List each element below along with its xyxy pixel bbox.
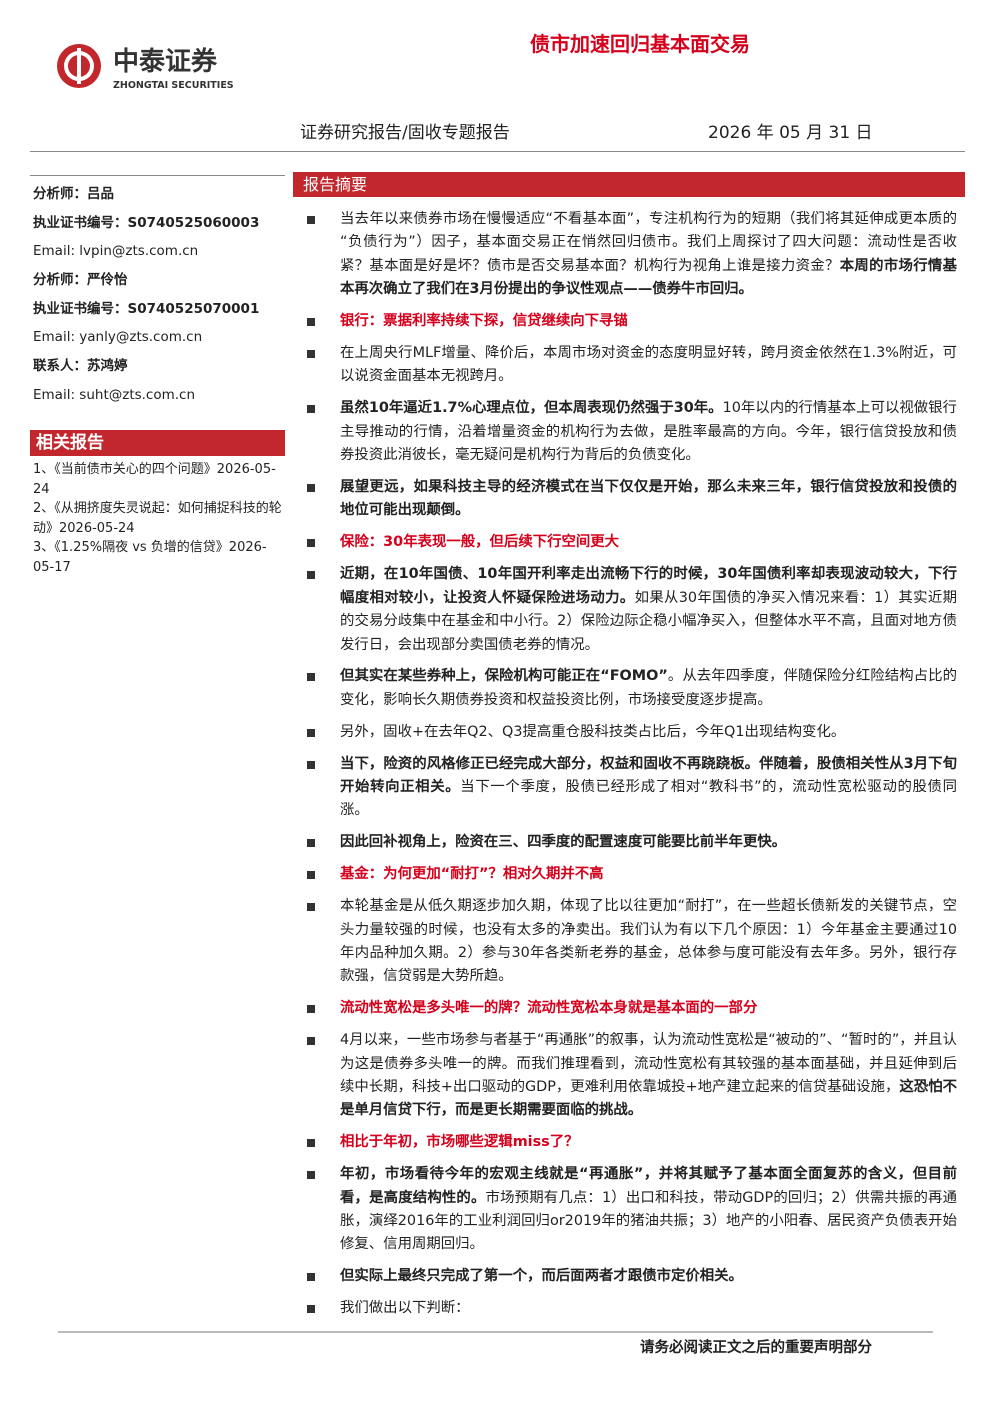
report-title: 债市加速回归基本面交易 — [530, 32, 750, 56]
summary: 当去年以来债券市场在慢慢适应“不看基本面”，专注机构行为的短期（我们将其延伸成更… — [305, 208, 957, 1329]
text-run: 本轮基金是从低久期逐步加久期，体现了比以往更加“耐打”，在一些超长债新发的关键节… — [340, 898, 957, 985]
contact: Email: yanly@zts.com.cn — [33, 329, 203, 346]
brand-en: ZHONGTAI SECURITIES — [113, 80, 234, 91]
contact: Email: lvpin@zts.com.cn — [33, 243, 199, 260]
disclaimer: 请务必阅读正文之后的重要声明部分 — [640, 1340, 872, 1356]
section-heading: 银行：票据利率持续下探，信贷继续向下寻锚 — [305, 310, 957, 333]
paragraph: 我们做出以下判断： — [305, 1297, 957, 1320]
contacts: 分析师：吕品执业证书编号：S0740525060003 Email: lvpin@… — [33, 180, 285, 410]
text-run: 市场预期有几点：1）出口和科技，带动GDP的回归；2）供需共振的再通胀，演绎20… — [340, 1189, 957, 1253]
rule — [30, 151, 965, 152]
paragraph: 当去年以来债券市场在慢慢适应“不看基本面”，专注机构行为的短期（我们将其延伸成更… — [305, 208, 957, 302]
logo: 中泰证券 ZHONGTAI SECURITIES — [57, 44, 234, 91]
rule — [30, 175, 285, 176]
related-heading: 相关报告 — [30, 430, 285, 456]
text-run: 基金：为何更加“耐打”？相对久期并不高 — [340, 866, 604, 883]
contact: 联系人：苏鸿婷 — [33, 358, 128, 375]
contact: 执业证书编号：S0740525060003 — [33, 214, 260, 231]
section-heading: 流动性宽松是多头唯一的牌？流动性宽松本身就是基本面的一部分 — [305, 997, 957, 1020]
paragraph: 展望更远，如果科技主导的经济模式在当下仅仅是开始，那么未来三年，银行信贷投放和投… — [305, 476, 957, 523]
rule — [58, 1331, 933, 1333]
paragraph: 在上周央行MLF增量、降价后，本周市场对资金的态度明显好转，跨月资金依然在1.3… — [305, 342, 957, 389]
text-run: 当下一个季度，股债已经形成了相对“教科书”的，流动性宽松驱动的股债同涨。 — [340, 779, 957, 819]
section-heading: 基金：为何更加“耐打”？相对久期并不高 — [305, 863, 957, 886]
report-type: 证券研究报告/固收专题报告 — [300, 123, 510, 143]
text-run: 10年以内的行情基本上可以视做银行主导推动的行情，沿着增量资金的机构行为去做，是… — [340, 400, 957, 464]
paragraph: 当下，险资的风格修正已经完成大部分，权益和固收不再跷跷板。伴随着，股债相关性从3… — [305, 753, 957, 823]
text-run: 但实际上最终只完成了第一个，而后面两者才跟债市定价相关。 — [340, 1268, 743, 1285]
section-heading: 保险：30年表现一般，但后续下行空间更大 — [305, 531, 957, 554]
related-item: 1、《当前债市关心的四个问题》2026-05-24 — [33, 462, 276, 497]
contact: Email: suht@zts.com.cn — [33, 386, 196, 403]
text-run: 年初，市场看待今年的宏观主线就是“再通胀”，并将其赋予了基本面全面复苏的含义，但… — [340, 1166, 957, 1206]
text-run: 在上周央行MLF增量、降价后，本周市场对资金的态度明显好转，跨月资金依然在1.3… — [340, 345, 957, 385]
text-run: 我们做出以下判断： — [340, 1300, 470, 1317]
section-heading: 相比于年初，市场哪些逻辑miss了？ — [305, 1131, 957, 1154]
text-run: 当去年以来债券市场在慢慢适应“不看基本面”，专注机构行为的短期（我们将其延伸成更… — [340, 211, 957, 274]
contact: 分析师：吕品 — [33, 186, 114, 202]
text-run: 虽然10年逼近1.7%心理点位，但本周表现仍然强于30年。 — [340, 400, 723, 417]
text-run: 相比于年初，市场哪些逻辑miss了？ — [340, 1134, 579, 1151]
text-run: 近期，在10年国债、10年国开利率走出流畅下行的时候，30年国债利率却表现波动较… — [340, 566, 957, 606]
paragraph: 另外，固收+在去年Q2、Q3提高重仓股科技类占比后，今年Q1出现结构变化。 — [305, 721, 957, 744]
related-item: 3、《1.25%隔夜 vs 负增的信贷》2026-05-17 — [33, 540, 267, 575]
paragraph: 但实际上最终只完成了第一个，而后面两者才跟债市定价相关。 — [305, 1265, 957, 1288]
text-run: 4月以来，一些市场参与者基于“再通胀”的叙事，认为流动性宽松是“被动的”、“暂时… — [340, 1032, 957, 1095]
related-list: 1、《当前债市关心的四个问题》2026-05-24 2、《从拥挤度失灵说起：如何捕… — [33, 460, 283, 577]
text-run: 银行：票据利率持续下探，信贷继续向下寻锚 — [340, 313, 628, 330]
brand: 中泰证券 — [113, 47, 218, 77]
report-date: 2026 年 05 月 31 日 — [708, 123, 873, 143]
text-run: 但其实在某些券种上，保险机构可能正在“FOMO” — [340, 668, 668, 685]
text-run: 流动性宽松是多头唯一的牌？流动性宽松本身就是基本面的一部分 — [340, 1000, 758, 1017]
summary-heading: 报告摘要 — [293, 172, 965, 197]
text-run: 展望更远，如果科技主导的经济模式在当下仅仅是开始，那么未来三年，银行信贷投放和投… — [340, 479, 957, 519]
paragraph: 本轮基金是从低久期逐步加久期，体现了比以往更加“耐打”，在一些超长债新发的关键节… — [305, 895, 957, 989]
text-run: 。从去年四季度，伴随保险分红险结构占比的变化，影响长久期债券投资和权益投资比例，… — [340, 668, 957, 708]
text-run: 本周的市场行情基本再次确立了我们在3月份提出的争议性观点——债券牛市回归。 — [340, 257, 957, 298]
paragraph: 近期，在10年国债、10年国开利率走出流畅下行的时候，30年国债利率却表现波动较… — [305, 563, 957, 657]
paragraph: 因此回补视角上，险资在三、四季度的配置速度可能要比前半年更快。 — [305, 831, 957, 854]
paragraph: 年初，市场看待今年的宏观主线就是“再通胀”，并将其赋予了基本面全面复苏的含义，但… — [305, 1163, 957, 1257]
text-run: 这恐怕不是单月信贷下行，而是更长期需要面临的挑战。 — [340, 1079, 957, 1119]
contact: 分析师：严伶怡 — [33, 272, 128, 289]
paragraph: 4月以来，一些市场参与者基于“再通胀”的叙事，认为流动性宽松是“被动的”、“暂时… — [305, 1029, 957, 1123]
text-run: 因此回补视角上，险资在三、四季度的配置速度可能要比前半年更快。 — [340, 834, 787, 851]
related-item: 2、《从拥挤度失灵说起：如何捕捉科技的轮动》2026-05-24 — [33, 501, 282, 536]
text-run: 另外，固收+在去年Q2、Q3提高重仓股科技类占比后，今年Q1出现结构变化。 — [340, 723, 846, 740]
paragraph: 虽然10年逼近1.7%心理点位，但本周表现仍然强于30年。10年以内的行情基本上… — [305, 397, 957, 467]
text-run: 如果从30年国债的净买入情况来看：1）其实近期的交易分歧集中在基金和中小行。2）… — [340, 589, 957, 653]
text-run: 当下，险资的风格修正已经完成大部分，权益和固收不再跷跷板。伴随着，股债相关性从3… — [340, 755, 957, 796]
text-run: 保险：30年表现一般，但后续下行空间更大 — [340, 534, 620, 551]
contact: 执业证书编号：S0740525070001 — [33, 300, 260, 317]
paragraph: 但其实在某些券种上，保险机构可能正在“FOMO”。从去年四季度，伴随保险分红险结… — [305, 665, 957, 712]
